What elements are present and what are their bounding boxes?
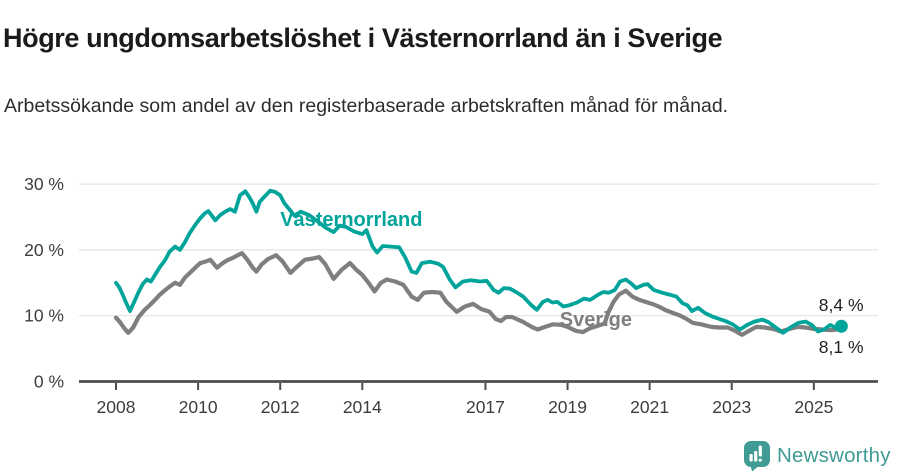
x-tick-label-2023: 2023 bbox=[712, 397, 751, 417]
x-tick-label-2012: 2012 bbox=[261, 397, 300, 417]
chart-title: Högre ungdomsarbetslöshet i Västernorrla… bbox=[3, 23, 723, 54]
x-tick-label-2025: 2025 bbox=[794, 397, 833, 417]
newsworthy-wordmark: Newsworthy bbox=[777, 444, 891, 467]
x-tick-label-2017: 2017 bbox=[466, 397, 505, 417]
chart-subtitle: Arbetssökande som andel av den registerb… bbox=[4, 94, 729, 117]
x-tick-label-2014: 2014 bbox=[343, 397, 382, 417]
x-tick-label-2021: 2021 bbox=[630, 397, 669, 417]
y-tick-label-10: 10 % bbox=[24, 306, 64, 326]
bar-chart-speech-bubble-icon bbox=[744, 440, 770, 471]
series-västernorrland-end-dot bbox=[834, 319, 848, 333]
newsworthy-logo[interactable]: Newsworthy bbox=[744, 440, 900, 472]
series-västernorrland-label: Västernorrland bbox=[280, 209, 422, 231]
x-tick-label-2010: 2010 bbox=[179, 397, 218, 417]
series-västernorrland-line bbox=[114, 188, 844, 335]
y-tick-label-30: 30 % bbox=[24, 174, 64, 194]
x-tick-label-2019: 2019 bbox=[548, 397, 587, 417]
end-value-label-0: 8,4 % bbox=[819, 295, 864, 315]
series-sverige-label: Sverige bbox=[560, 309, 632, 331]
series-sverige-line bbox=[113, 251, 844, 337]
x-tick-label-2008: 2008 bbox=[97, 397, 136, 417]
y-tick-label-0: 0 % bbox=[34, 372, 64, 392]
y-tick-label-20: 20 % bbox=[24, 240, 64, 260]
end-value-label-1: 8,1 % bbox=[819, 337, 864, 357]
